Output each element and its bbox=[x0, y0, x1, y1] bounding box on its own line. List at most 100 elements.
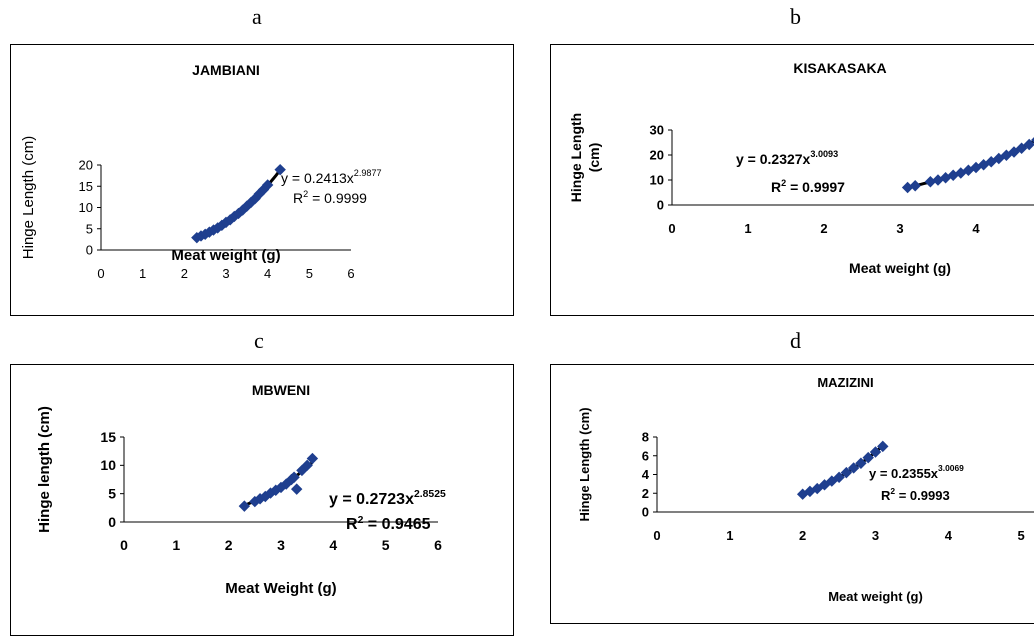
data-point bbox=[274, 163, 286, 176]
y-tick-label: 20 bbox=[79, 158, 93, 173]
data-point bbox=[877, 440, 889, 453]
x-tick-label: 0 bbox=[653, 528, 660, 543]
data-point bbox=[811, 482, 823, 495]
y-tick-label: 30 bbox=[650, 123, 664, 138]
y-tick-label: 0 bbox=[642, 505, 649, 520]
x-tick-label: 5 bbox=[1018, 528, 1025, 543]
y-tick-label: 5 bbox=[108, 486, 116, 502]
x-axis-label: Meat weight (g) bbox=[171, 247, 280, 264]
data-point bbox=[301, 459, 313, 472]
data-point bbox=[238, 500, 251, 512]
x-tick-label: 2 bbox=[181, 266, 188, 281]
x-tick-label: 2 bbox=[799, 528, 806, 543]
y-tick-label: 15 bbox=[79, 179, 93, 194]
chart-panel-kisakasaka: KISAKASAKA01020300123456Meat weight (g)H… bbox=[550, 44, 1034, 316]
x-axis-label: Meat Weight (g) bbox=[225, 580, 336, 597]
chart-title: MAZIZINI bbox=[817, 375, 873, 390]
x-tick-label: 0 bbox=[120, 537, 128, 553]
y-tick-label: 6 bbox=[642, 448, 649, 463]
chart-jambiani: JAMBIANI 0 5 10 15 20 0 1 2 3 4 5 6 Meat weight (g) Hi… bbox=[20, 62, 382, 281]
y-tick-label: 8 bbox=[642, 430, 649, 445]
data-point bbox=[306, 452, 319, 465]
x-axis-label: Meat weight (g) bbox=[849, 260, 951, 276]
r-squared: R2 = 0.9465 bbox=[346, 515, 431, 533]
data-point bbox=[862, 451, 874, 464]
trend-equation: y = 0.2413x2.9877 bbox=[281, 168, 382, 186]
chart-panel-mazizini: MAZIZINI024680123456Meat weight (g)Hinge… bbox=[550, 364, 1034, 624]
chart-kisakasaka: KISAKASAKA01020300123456Meat weight (g)H… bbox=[568, 60, 1034, 276]
data-point bbox=[288, 471, 300, 483]
y-tick-label: 10 bbox=[650, 173, 664, 188]
panel-letter-b: b bbox=[790, 4, 801, 29]
r-squared: R2 = 0.9993 bbox=[881, 486, 950, 503]
data-point bbox=[818, 479, 831, 491]
y-tick-label: 10 bbox=[100, 457, 116, 473]
data-point bbox=[840, 466, 853, 479]
y-tick-label: 20 bbox=[650, 148, 664, 163]
x-tick-label: 0 bbox=[668, 221, 675, 236]
chart-title: JAMBIANI bbox=[192, 62, 260, 78]
y-axis-label-line-2: (cm) bbox=[586, 143, 602, 173]
x-tick-label: 3 bbox=[896, 221, 903, 236]
y-tick-label: 10 bbox=[79, 200, 93, 215]
x-tick-label: 3 bbox=[872, 528, 879, 543]
x-tick-label: 5 bbox=[382, 537, 390, 553]
r-squared: R2 = 0.9999 bbox=[293, 189, 367, 206]
data-point bbox=[290, 483, 303, 495]
y-tick-label: 2 bbox=[642, 486, 649, 501]
data-point bbox=[826, 475, 838, 487]
y-axis-label-line-1: Hinge Length bbox=[568, 113, 584, 202]
data-point bbox=[1015, 142, 1028, 154]
y-tick-label: 15 bbox=[100, 429, 116, 445]
trend-equation: y = 0.2723x2.8525 bbox=[329, 489, 446, 508]
chart-title: KISAKASAKA bbox=[793, 60, 886, 76]
x-tick-label: 0 bbox=[97, 266, 104, 281]
data-point bbox=[1023, 138, 1034, 151]
x-tick-label: 1 bbox=[172, 537, 180, 553]
chart-panel-mbweni: MBWENI 0 5 10 15 0 1 2 3 4 5 6 Meat Weight (g) Hinge … bbox=[10, 364, 514, 636]
y-tick-label: 0 bbox=[86, 243, 93, 258]
chart-panel-jambiani: JAMBIANI 0 5 10 15 20 0 1 2 3 4 5 6 Meat weight (g) Hi… bbox=[10, 44, 514, 316]
x-tick-label: 3 bbox=[222, 266, 229, 281]
x-tick-label: 4 bbox=[264, 266, 271, 281]
data-point bbox=[1008, 146, 1020, 158]
x-tick-label: 1 bbox=[744, 221, 751, 236]
data-point bbox=[1031, 137, 1034, 143]
x-tick-label: 6 bbox=[347, 266, 354, 281]
data-point bbox=[909, 180, 921, 192]
y-tick-label: 0 bbox=[657, 198, 664, 213]
x-tick-label: 1 bbox=[139, 266, 146, 281]
trend-equation: y = 0.2355x3.0069 bbox=[869, 463, 964, 481]
y-tick-label: 0 bbox=[108, 514, 116, 530]
panel-letter-d: d bbox=[790, 328, 801, 353]
data-point bbox=[847, 462, 860, 474]
x-axis-label: Meat weight (g) bbox=[828, 589, 923, 604]
chart-mbweni: MBWENI 0 5 10 15 0 1 2 3 4 5 6 Meat Weight (g) Hinge … bbox=[36, 382, 446, 597]
panel-letter-a: a bbox=[252, 4, 262, 29]
trend-equation: y = 0.2327x3.0093 bbox=[736, 149, 838, 167]
data-point bbox=[261, 179, 274, 191]
data-point bbox=[1000, 149, 1013, 161]
chart-mazizini: MAZIZINI024680123456Meat weight (g)Hinge… bbox=[577, 375, 1034, 604]
x-tick-label: 1 bbox=[726, 528, 733, 543]
panel-letter-c: c bbox=[254, 328, 264, 353]
y-axis-label: Hinge Length (cm) bbox=[568, 113, 602, 202]
r-squared: R2 = 0.9997 bbox=[771, 178, 845, 195]
x-tick-label: 3 bbox=[277, 537, 285, 553]
data-point bbox=[901, 181, 914, 194]
x-tick-label: 6 bbox=[434, 537, 442, 553]
chart-title: MBWENI bbox=[252, 382, 310, 398]
data-point bbox=[985, 156, 997, 168]
x-tick-label: 4 bbox=[945, 528, 953, 543]
data-point bbox=[833, 471, 845, 484]
x-tick-label: 4 bbox=[972, 221, 980, 236]
data-point bbox=[924, 176, 937, 188]
x-tick-label: 2 bbox=[820, 221, 827, 236]
data-point bbox=[993, 152, 1005, 165]
x-tick-label: 4 bbox=[329, 537, 337, 553]
y-axis-label: Hinge length (cm) bbox=[36, 406, 53, 533]
y-tick-label: 5 bbox=[86, 221, 93, 236]
data-point bbox=[855, 457, 867, 469]
y-axis-label: Hinge Length (cm) bbox=[577, 407, 592, 521]
y-axis-label: Hinge Length (cm) bbox=[20, 136, 37, 259]
